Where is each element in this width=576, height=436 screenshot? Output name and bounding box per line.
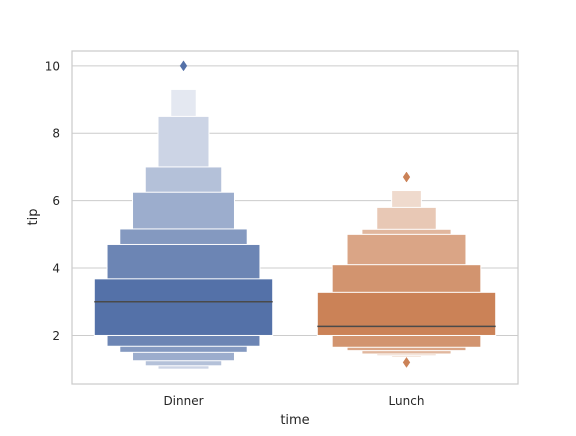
y-tick-label-2: 2 xyxy=(52,329,60,343)
y-tick-label-10: 10 xyxy=(45,59,60,73)
y-tick-label-8: 8 xyxy=(52,127,60,141)
outlier-point-0 xyxy=(402,171,411,183)
x-tick-label-dinner: Dinner xyxy=(163,394,203,408)
boxen-lunch xyxy=(316,171,497,368)
x-tick-labels: Dinner Lunch xyxy=(163,394,424,408)
outlier-point-1 xyxy=(402,356,411,368)
outlier-point-0 xyxy=(179,60,188,72)
x-tick-label-lunch: Lunch xyxy=(389,394,425,408)
boxen-level-1 xyxy=(316,291,497,336)
plot-frame xyxy=(71,50,519,385)
x-axis-label: time xyxy=(280,413,309,428)
boxen-plot-area xyxy=(93,60,497,370)
y-axis-label: tip xyxy=(26,209,41,226)
y-tick-labels: 2 4 6 8 10 xyxy=(45,59,60,343)
y-tick-label-6: 6 xyxy=(52,194,60,208)
boxen-dinner xyxy=(93,60,274,370)
y-tick-label-4: 4 xyxy=(52,262,60,276)
boxen-level-1 xyxy=(93,278,274,336)
